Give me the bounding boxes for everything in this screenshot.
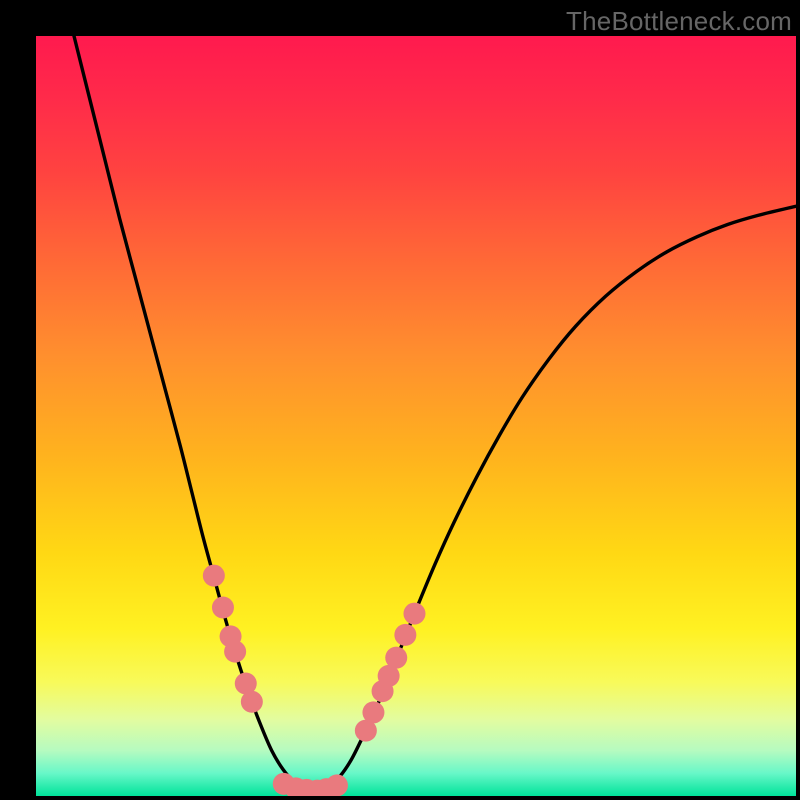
watermark-text: TheBottleneck.com [566, 6, 792, 37]
data-marker [385, 647, 407, 669]
data-marker [403, 603, 425, 625]
bottleneck-chart-svg [36, 36, 796, 796]
data-marker [394, 624, 416, 646]
plot-area [36, 36, 796, 796]
gradient-background [36, 36, 796, 796]
data-marker [362, 701, 384, 723]
data-marker [241, 691, 263, 713]
data-marker [203, 565, 225, 587]
data-marker [212, 597, 234, 619]
data-marker [224, 641, 246, 663]
chart-frame: TheBottleneck.com [0, 0, 800, 800]
data-marker [326, 774, 348, 796]
